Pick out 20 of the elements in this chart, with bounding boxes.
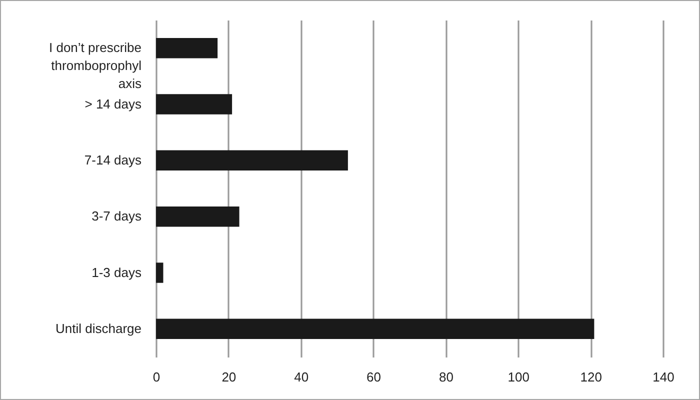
- x-tick-label: 20: [222, 370, 236, 384]
- y-tick-label: > 14 days: [84, 96, 142, 112]
- bar: [156, 38, 218, 58]
- bar: [156, 94, 232, 114]
- bar: [156, 206, 240, 227]
- x-tick-label: 0: [152, 370, 160, 384]
- x-tick-label: 60: [366, 370, 382, 384]
- x-tick-label: 80: [438, 370, 454, 384]
- y-tick-label: I don’t prescribe thromboprophyl axis: [49, 40, 142, 92]
- y-tick-label: 1-3 days: [92, 264, 142, 280]
- x-tick-label: 40: [294, 370, 309, 384]
- x-tick-label: 140: [652, 370, 674, 384]
- bar: [156, 262, 164, 283]
- bar: [156, 150, 348, 171]
- x-tick-label: 120: [580, 370, 602, 384]
- bar: [156, 318, 594, 340]
- y-tick-label: Until discharge: [56, 320, 142, 336]
- y-tick-label: 3-7 days: [92, 208, 142, 224]
- y-tick-label: 7-14 days: [84, 152, 142, 168]
- x-tick-label: 100: [508, 370, 530, 384]
